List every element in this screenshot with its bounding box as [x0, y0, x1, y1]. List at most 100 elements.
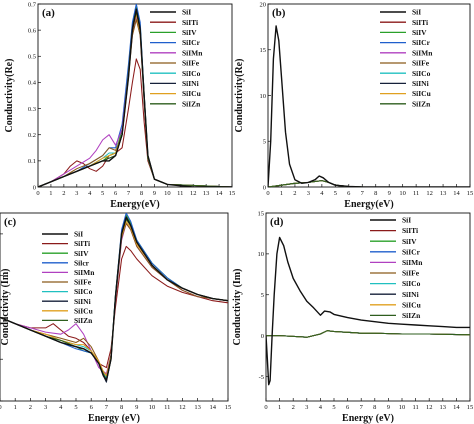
x-tick-label: 5: [101, 190, 104, 197]
legend-label: SiIZn: [74, 316, 93, 325]
y-tick-label: 0.6: [28, 27, 37, 34]
x-tick-label: 5: [74, 404, 77, 411]
x-tick-label: 12: [179, 404, 186, 411]
x-tick-label: 7: [105, 404, 109, 411]
x-tick-label: 9: [388, 190, 391, 197]
x-tick-label: 3: [44, 404, 47, 411]
legend-label: SiICu: [402, 300, 421, 309]
x-tick-label: 9: [387, 404, 390, 411]
series-line-siico: [38, 11, 232, 187]
legend-label: SiICo: [182, 69, 201, 78]
x-tick-label: 12: [426, 404, 433, 411]
series-line-siiv: [0, 214, 228, 379]
y-tick-label: 0: [263, 184, 266, 191]
legend-label: SiIMn: [412, 48, 433, 57]
legend-label: SiITi: [74, 239, 90, 248]
series-line-siicr: [38, 4, 232, 187]
legend-label: SiIFe: [182, 59, 200, 68]
series-line-siizn: [266, 330, 470, 338]
legend-label: SiIV: [74, 249, 89, 258]
y-tick-label: 10: [258, 251, 265, 258]
y-tick-label: 15: [258, 210, 265, 217]
legend-label: SiIZn: [412, 99, 431, 108]
legend-label: Silcr: [74, 258, 90, 267]
y-tick-label: 0.7: [28, 1, 37, 8]
x-tick-label: 10: [149, 404, 156, 411]
x-tick-label: 1: [49, 190, 52, 197]
y-axis-title: Conductivity (Im): [232, 269, 243, 346]
x-tick-label: 3: [75, 190, 78, 197]
legend-label: SiINi: [74, 297, 91, 306]
legend-label: SiI: [412, 8, 421, 17]
x-tick-label: 9: [153, 190, 156, 197]
legend-label: SiIV: [412, 28, 427, 37]
legend-label: SiIMn: [402, 258, 423, 267]
x-tick-label: 13: [203, 190, 210, 197]
legend-label: SiITi: [182, 18, 198, 27]
series-line-sii: [0, 216, 228, 381]
x-tick-label: 0: [264, 404, 267, 411]
x-tick-label: 7: [360, 404, 364, 411]
x-tick-label: 13: [440, 404, 447, 411]
legend-label: SiIFe: [402, 269, 420, 278]
x-tick-label: 3: [305, 404, 308, 411]
series-line-siini: [0, 216, 228, 383]
plot-frame: [0, 212, 229, 402]
y-tick-label: 5: [263, 139, 266, 146]
x-tick-label: 1: [280, 190, 283, 197]
x-tick-label: 0: [266, 190, 269, 197]
y-tick-label: 0.2: [28, 132, 36, 139]
x-tick-label: 4: [59, 404, 63, 411]
x-tick-label: 7: [361, 190, 365, 197]
legend: SiISiITiSiIVSiICrSiIMnSiIFeSiICoSiINiSiI…: [370, 216, 423, 320]
plot-frame: [265, 212, 471, 402]
x-tick-label: 5: [334, 190, 337, 197]
y-tick-label: 0: [261, 333, 264, 340]
x-tick-label: 12: [190, 190, 197, 197]
legend-label: SiIV: [182, 28, 197, 37]
x-tick-label: 1: [278, 404, 281, 411]
series-line-siiv: [38, 6, 232, 187]
series-line-siizn: [0, 218, 228, 381]
legend-label: SiICr: [402, 247, 421, 256]
y-tick-label: 20: [260, 1, 267, 8]
series-line-sii: [38, 8, 232, 187]
x-tick-label: 7: [127, 190, 131, 197]
y-tick-label: 0.4: [28, 80, 37, 87]
legend-label: SiICo: [74, 287, 93, 296]
x-tick-label: 2: [293, 190, 296, 197]
panel-c: 0123456789101112131415-0.4-0.200.20.4Ene…: [0, 212, 231, 424]
legend-label: SiICo: [402, 279, 421, 288]
x-tick-label: 14: [453, 404, 460, 411]
series-line-siicu: [0, 220, 228, 377]
x-tick-label: 4: [319, 404, 323, 411]
x-tick-label: 3: [307, 190, 310, 197]
x-tick-label: 2: [62, 190, 65, 197]
series-line-siicu: [38, 13, 232, 187]
x-tick-label: 2: [292, 404, 295, 411]
x-tick-label: 6: [114, 190, 118, 197]
legend-label: SiICr: [412, 38, 431, 47]
y-tick-label: 10: [260, 93, 267, 100]
y-tick-label: 0.5: [28, 54, 36, 61]
series-line-siimn: [0, 222, 228, 375]
x-axis-title: Energy (eV): [342, 413, 394, 424]
series-line-siife: [0, 222, 228, 377]
x-tick-label: 11: [413, 190, 419, 197]
panel-label: (c): [4, 216, 17, 228]
panel-b: 0 1 2 3 4 5 6 7 8 9 10 11 12 13 14 1505101520Energy(eV)…: [234, 1, 473, 210]
series-line-siizn: [38, 11, 232, 187]
x-tick-label: 8: [374, 190, 377, 197]
y-axis-title: Conductivity(Re): [234, 59, 245, 133]
legend-label: SiIMn: [74, 268, 95, 277]
x-tick-label: 13: [440, 190, 447, 197]
y-tick-label: 0: [33, 184, 36, 191]
y-axis-title: Conductivity (Im): [0, 269, 11, 346]
x-axis-title: Energy(eV): [110, 199, 159, 210]
legend: SiISiITiSiIVSiICrSiIMnSiIFeSiICoSiINiSiI…: [380, 8, 433, 108]
x-tick-label: 0: [0, 404, 2, 411]
y-axis-title: Conductivity(Re): [4, 59, 15, 133]
x-tick-label: 0: [36, 190, 39, 197]
y-tick-label: 0.1: [28, 158, 36, 165]
plot-frame: [37, 3, 233, 188]
